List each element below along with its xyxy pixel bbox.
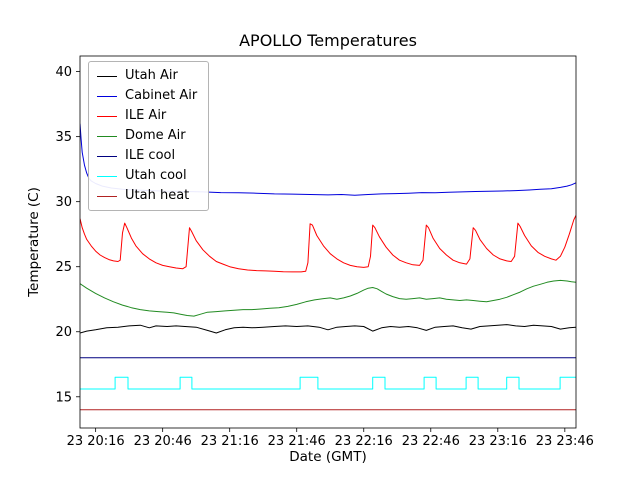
legend-item-cabinet-air: Cabinet Air — [97, 88, 197, 104]
y-tick-label: 15 — [55, 390, 72, 405]
legend-line-swatch — [97, 115, 117, 117]
series-utah-air — [80, 324, 576, 334]
chart-title: APOLLO Temperatures — [239, 31, 417, 50]
legend-item-utah-heat: Utah heat — [97, 188, 197, 204]
legend-line-swatch — [97, 195, 117, 197]
series-utah-cool — [80, 376, 576, 390]
series-ile-air — [80, 215, 576, 273]
legend-label: Utah Air — [125, 68, 178, 83]
legend-label: Dome Air — [125, 128, 186, 143]
x-tick-label: 23 21:16 — [201, 434, 259, 449]
legend-item-dome-air: Dome Air — [97, 128, 197, 144]
legend-item-ile-cool: ILE cool — [97, 148, 197, 164]
axes-frame — [79, 55, 577, 429]
x-tick-label: 23 22:46 — [402, 434, 460, 449]
legend: Utah Air Cabinet Air ILE Air Dome Air ILE co… — [88, 61, 210, 211]
x-tick-label: 23 23:16 — [469, 434, 527, 449]
legend-item-utah-cool: Utah cool — [97, 168, 197, 184]
x-axis-label: Date (GMT) — [289, 449, 367, 465]
y-tick-label: 35 — [55, 130, 72, 145]
x-tick-label: 23 23:46 — [536, 434, 594, 449]
legend-line-swatch — [97, 135, 117, 137]
legend-label: ILE Air — [125, 108, 167, 123]
x-tick-label: 23 21:46 — [268, 434, 326, 449]
x-tick-label: 23 20:46 — [134, 434, 192, 449]
legend-item-utah-air: Utah Air — [97, 68, 197, 84]
x-tick-label: 23 22:16 — [335, 434, 393, 449]
legend-label: Utah heat — [125, 188, 190, 203]
legend-label: Cabinet Air — [125, 88, 198, 103]
y-tick-label: 20 — [55, 325, 72, 340]
y-tick-label: 40 — [55, 65, 72, 80]
legend-item-ile-air: ILE Air — [97, 108, 197, 124]
y-tick-label: 25 — [55, 260, 72, 275]
legend-label: ILE cool — [125, 148, 176, 163]
legend-label: Utah cool — [125, 168, 187, 183]
legend-line-swatch — [97, 175, 117, 177]
legend-line-swatch — [97, 75, 117, 77]
legend-line-swatch — [97, 95, 117, 97]
series-dome-air — [80, 279, 576, 317]
y-tick-label: 30 — [55, 195, 72, 210]
x-tick-label: 23 20:16 — [67, 434, 125, 449]
legend-line-swatch — [97, 155, 117, 157]
